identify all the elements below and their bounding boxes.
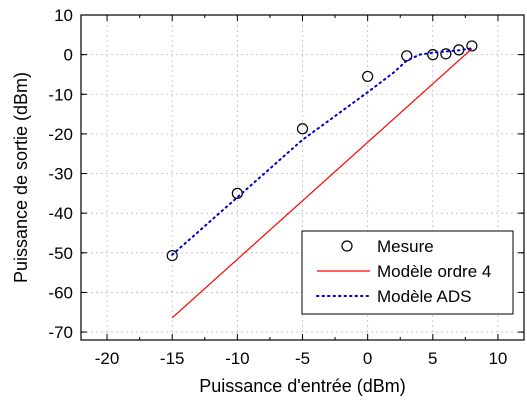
measure-point <box>296 123 309 135</box>
x-tick-label: -20 <box>95 349 120 368</box>
y-axis-title: Puissance de sortie (dBm) <box>11 72 31 283</box>
plot-frame <box>80 14 525 341</box>
legend-box <box>301 230 514 315</box>
x-tick-label: 0 <box>363 349 372 368</box>
x-tick-label: -15 <box>160 349 185 368</box>
x-axis-title: Puissance d'entrée (dBm) <box>199 376 406 396</box>
measure-point <box>166 249 178 262</box>
y-tick-label: -60 <box>48 283 73 302</box>
legend-label-0: Mesure <box>377 237 434 256</box>
y-tick-label: -20 <box>48 125 73 144</box>
measure-point <box>466 40 478 52</box>
measure-point <box>440 48 452 60</box>
x-tick-label: -5 <box>295 349 310 368</box>
x-tick-label: 5 <box>428 349 437 368</box>
legend-label-2: Modèle ADS <box>377 287 472 306</box>
legend: Mesure Modèle ordre 4 Modèle ADS <box>301 230 514 315</box>
series-1 <box>171 48 473 319</box>
y-tick-label: -40 <box>48 204 73 223</box>
series-0 <box>166 40 478 262</box>
axis-ticks <box>81 14 524 340</box>
legend-marker-mesure <box>341 240 353 252</box>
ads-model-line <box>171 47 473 256</box>
measure-point <box>362 70 374 83</box>
data-series <box>166 40 478 319</box>
order4-model-line <box>171 48 473 319</box>
y-tick-label: 0 <box>64 46 73 65</box>
measure-point <box>427 49 439 61</box>
series-2 <box>171 47 473 256</box>
x-tick-label: -10 <box>225 349 250 368</box>
legend-label-1: Modèle ordre 4 <box>377 262 491 281</box>
y-tick-label: 10 <box>54 6 73 25</box>
x-tick-label: 10 <box>488 349 507 368</box>
y-tick-label: -50 <box>48 244 73 263</box>
legend-items: Mesure Modèle ordre 4 Modèle ADS <box>316 237 491 306</box>
y-tick-label: -70 <box>48 323 73 342</box>
y-tick-label: -10 <box>48 85 73 104</box>
y-tick-label: -30 <box>48 165 73 184</box>
